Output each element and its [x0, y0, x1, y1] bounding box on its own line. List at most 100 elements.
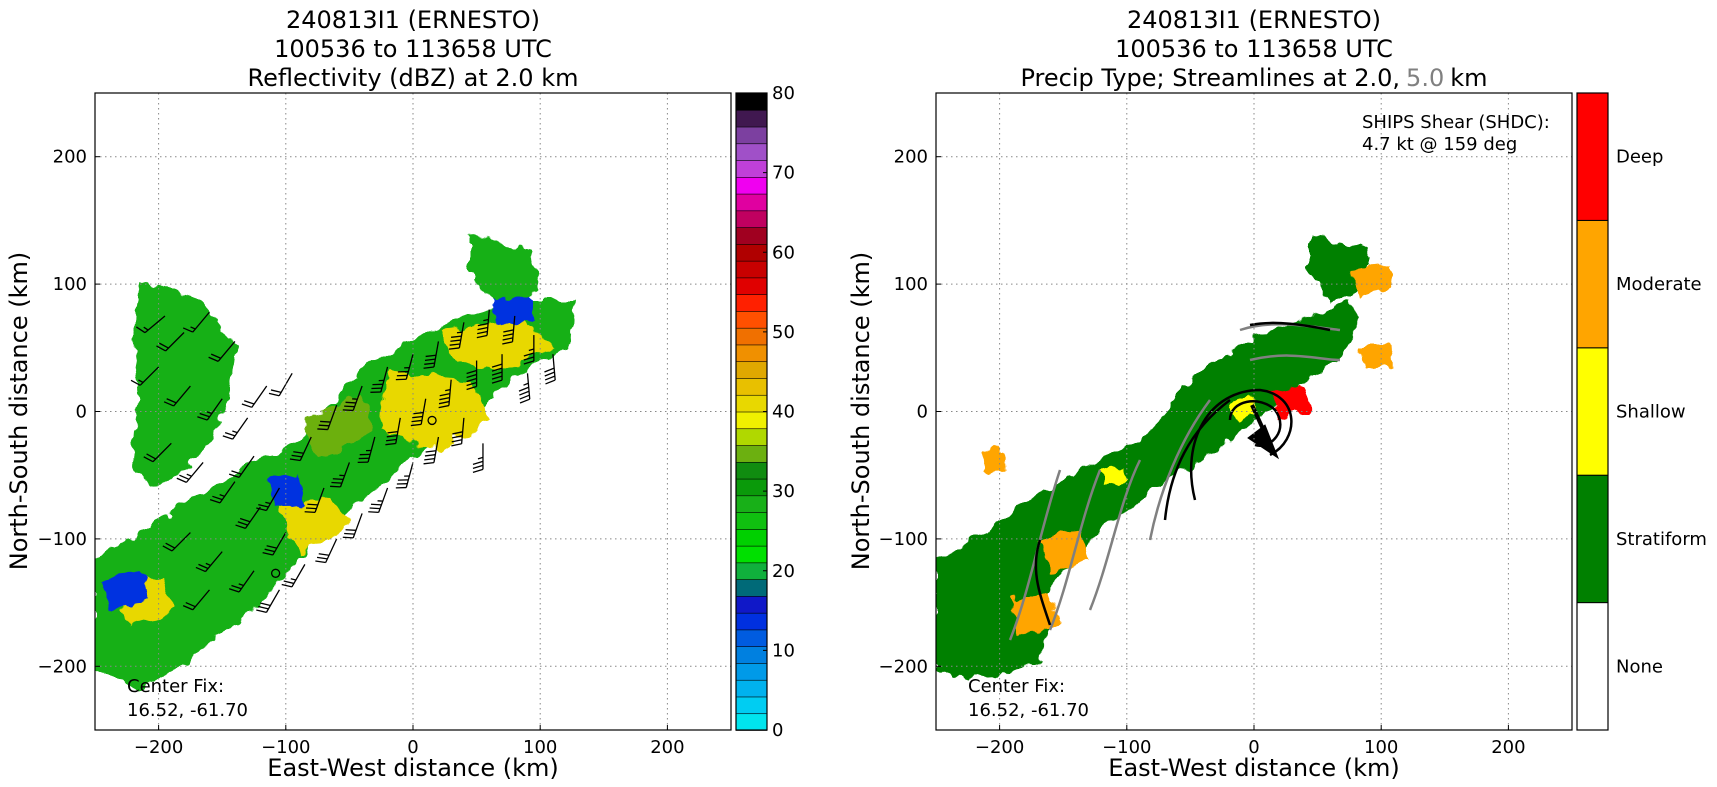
streamline-5km-4 [1148, 399, 1212, 541]
barb-feather [289, 458, 301, 462]
right-xticks: −200 −100 0 100 200 [975, 725, 1526, 758]
barb-shaft [244, 506, 261, 529]
barb-feather [291, 454, 303, 458]
echo-north-cell [470, 235, 540, 310]
barb-half-feather [456, 331, 463, 334]
colorbar-segment [735, 310, 768, 329]
barb-feather [476, 334, 488, 339]
barb-shaft [171, 532, 191, 552]
colorbar-tick-label: 10 [772, 640, 795, 661]
y-tick-label: 200 [53, 147, 87, 168]
colorbar-segment [735, 562, 768, 580]
category-shallow [1576, 347, 1609, 476]
colorbar-segment [735, 612, 768, 631]
colorbar-segment [735, 696, 768, 715]
barb-feather [451, 443, 462, 447]
echo-weak-1 [100, 570, 150, 610]
colorbar-tick-label: 40 [772, 402, 795, 423]
barb-feather [450, 339, 461, 342]
left-xticks: −200 −100 0 100 200 [134, 725, 685, 758]
y-tick-label: −200 [38, 656, 87, 677]
wind-barb [438, 379, 452, 409]
barb-feather [502, 341, 513, 345]
x-tick-label: 100 [523, 737, 557, 758]
barb-shaft [327, 404, 338, 430]
precip-type-colorbar-frame [1576, 92, 1609, 731]
panel1-center-fix-value: 16.52, -61.70 [127, 700, 248, 721]
wind-barb [357, 436, 376, 464]
barb-feather [438, 404, 450, 409]
colorbar-segment [735, 126, 768, 145]
reflectivity-colorbar-ticks: 0 10 20 30 40 50 60 70 80 [763, 83, 795, 741]
barb-feather [317, 428, 328, 431]
panel2-title-prefix: Precip Type; Streamlines at 2.0, [1021, 64, 1401, 92]
barb-feather [176, 477, 187, 483]
shear-label: SHIPS Shear (SHDC): [1362, 112, 1550, 133]
barb-feather [182, 327, 194, 333]
panel1-title-line3: Reflectivity (dBZ) at 2.0 km [248, 64, 579, 92]
barb-feather [182, 605, 194, 611]
precip-moderate-4 [980, 448, 1004, 474]
barb-half-feather [206, 411, 213, 415]
barb-feather [491, 371, 503, 376]
wind-barb [370, 366, 389, 393]
precip-type-colorbar-labels: None Stratiform Shallow Moderate Deep [1616, 147, 1707, 678]
barb-feather [163, 401, 174, 407]
colorbar-segment [735, 679, 768, 698]
wind-barb [423, 436, 440, 465]
barb-feather [210, 353, 222, 359]
barb-feather [448, 347, 460, 350]
barb-shaft [380, 366, 389, 393]
barb-feather [241, 403, 253, 408]
wind-barb [502, 315, 516, 345]
barb-feather [423, 461, 435, 465]
colorbar-tick-label: 20 [772, 561, 795, 582]
wind-barb [241, 385, 268, 408]
barb-feather [146, 453, 157, 460]
barb-feather [502, 337, 513, 341]
barb-feather [231, 584, 242, 590]
wind-barb [162, 532, 191, 552]
barb-feather [156, 345, 166, 352]
barb-feather [198, 563, 209, 570]
colorbar-segment [735, 662, 768, 681]
barb-feather [452, 431, 463, 435]
barb-feather [423, 366, 435, 369]
barb-half-feather [190, 326, 196, 330]
barb-feather [451, 435, 463, 439]
colorbar-segment [735, 210, 768, 228]
barb-feather [386, 434, 398, 438]
colorbar-segment [735, 595, 768, 614]
precip-moderate-3 [1350, 265, 1395, 300]
barb-feather [344, 532, 355, 535]
colorbar-segment [735, 277, 768, 295]
wind-barb [410, 398, 427, 427]
barb-feather [491, 367, 503, 372]
barb-feather [199, 412, 210, 418]
panel2-title-line2: 100536 to 113658 UTC [1115, 35, 1393, 63]
x-tick-label: 100 [1364, 737, 1398, 758]
barb-shaft [251, 385, 268, 408]
barb-shaft [152, 442, 172, 463]
barb-shaft [352, 385, 363, 411]
barb-shaft [420, 398, 427, 425]
wind-barb [235, 506, 261, 529]
barb-feather [412, 411, 424, 415]
barb-half-feather [238, 583, 244, 587]
barb-feather [425, 450, 437, 453]
barb-half-feather [483, 318, 489, 322]
barb-feather [264, 548, 275, 553]
barb-feather [424, 454, 436, 457]
barb-feather [491, 363, 503, 368]
barb-shaft [511, 315, 516, 342]
colorbar-segment [735, 193, 768, 212]
barb-feather [316, 556, 328, 560]
colorbar-segment [735, 461, 768, 480]
x-tick-label: −100 [1102, 737, 1151, 758]
barb-feather [425, 354, 437, 358]
colorbar-segment [735, 427, 768, 446]
category-deep [1576, 92, 1609, 221]
barb-feather [369, 507, 381, 510]
barb-feather [502, 333, 514, 337]
echo-weak-3 [490, 295, 535, 325]
